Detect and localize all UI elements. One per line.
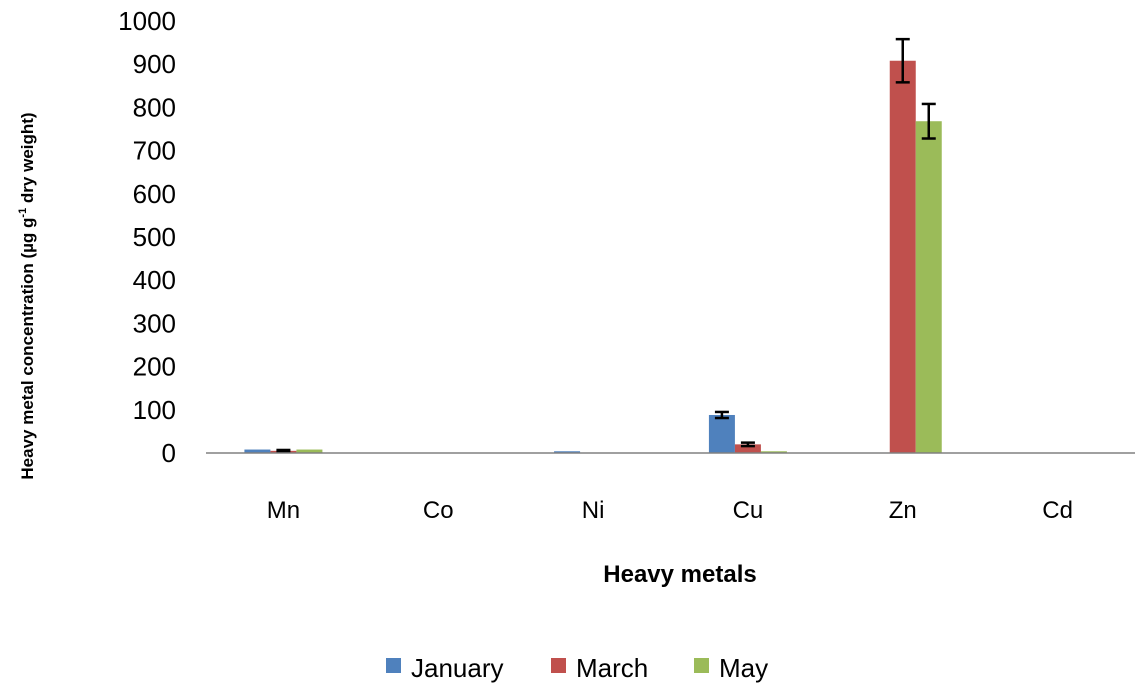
bars <box>244 60 942 454</box>
bar-january <box>244 449 271 453</box>
x-tick-label: Mn <box>267 497 300 524</box>
error-bars <box>276 37 936 453</box>
bar-january <box>554 451 581 453</box>
legend-swatch-january <box>386 658 401 673</box>
x-tick-label: Co <box>423 497 454 524</box>
legend-label-january: January <box>411 653 504 683</box>
bar-may <box>915 121 942 453</box>
bar-may <box>296 449 323 453</box>
x-axis-labels: Mn Co Ni Cu Zn Cd <box>267 497 1073 524</box>
y-tick-label: 200 <box>133 352 176 382</box>
bar-march <box>734 444 761 453</box>
legend-swatch-march <box>551 658 566 673</box>
y-tick-label: 400 <box>133 265 176 295</box>
bar-january <box>708 414 735 453</box>
y-tick-label: 800 <box>133 92 176 122</box>
y-axis-title-sup: -1 <box>17 208 29 218</box>
y-axis-title: Heavy metal concentration (µg g-1 dry we… <box>17 112 37 479</box>
error-bar <box>740 441 755 448</box>
x-tick-label: Cu <box>733 497 764 524</box>
legend-swatch-may <box>694 658 709 673</box>
error-bar <box>276 448 291 453</box>
bar-may <box>760 451 787 453</box>
x-tick-label: Cd <box>1042 497 1073 524</box>
x-tick-label: Ni <box>582 497 605 524</box>
error-bar <box>895 37 910 84</box>
y-tick-label: 1000 <box>118 6 176 36</box>
x-axis-title: Heavy metals <box>603 561 756 588</box>
legend-label-may: May <box>719 653 768 683</box>
y-axis-title-suffix: dry weight) <box>18 112 37 207</box>
y-tick-label: 500 <box>133 222 176 252</box>
x-tick-label: Zn <box>889 497 917 524</box>
error-bar <box>714 410 729 420</box>
bar-march <box>889 60 916 454</box>
y-tick-label: 100 <box>133 395 176 425</box>
y-tick-label: 600 <box>133 179 176 209</box>
error-bar <box>921 102 936 140</box>
y-axis-ticks: 0 100 200 300 400 500 600 700 800 900 1000 <box>118 6 176 468</box>
legend-label-march: March <box>576 653 648 683</box>
y-tick-label: 700 <box>133 136 176 166</box>
y-axis-title-prefix: Heavy metal concentration (µg g <box>18 218 37 480</box>
y-tick-label: 300 <box>133 308 176 338</box>
legend: January March May <box>386 653 768 683</box>
y-tick-label: 0 <box>162 438 176 468</box>
y-tick-label: 900 <box>133 49 176 79</box>
